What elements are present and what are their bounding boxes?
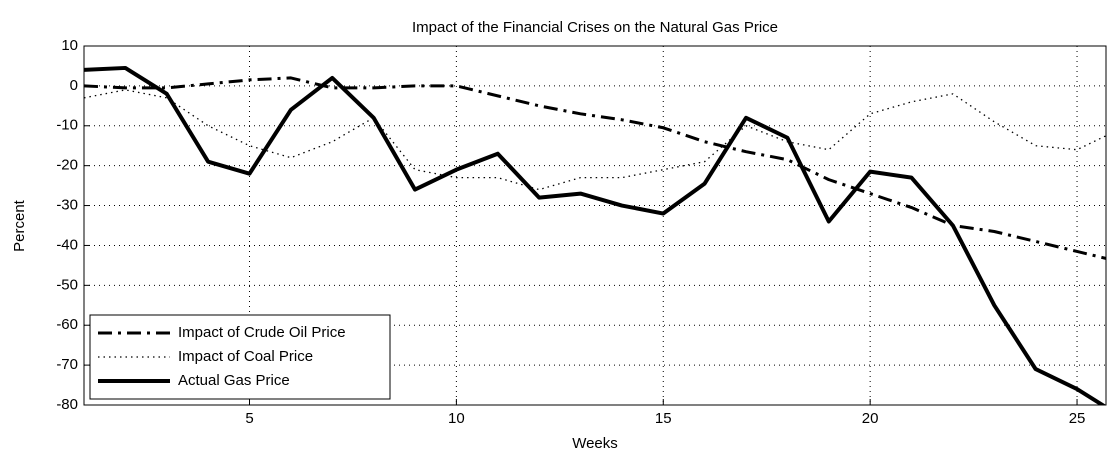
y-tick-label: -20 (56, 157, 78, 174)
y-axis-label: Percent (11, 199, 28, 252)
x-tick-label: 5 (245, 410, 253, 427)
y-tick-label: -40 (56, 236, 78, 253)
chart-title: Impact of the Financial Crises on the Na… (412, 19, 778, 36)
series-line (84, 65, 1106, 405)
x-tick-label: 20 (862, 410, 879, 427)
y-tick-label: -80 (56, 396, 78, 413)
y-tick-label: 0 (70, 77, 78, 94)
plot-frame (83, 45, 1107, 406)
y-tick-label: -30 (56, 197, 78, 214)
legend-label: Actual Gas Price (178, 372, 290, 389)
y-tick-label: -10 (56, 117, 78, 134)
y-tick-label: 10 (61, 37, 78, 54)
y-tick-label: -50 (56, 276, 78, 293)
x-tick-label: 10 (448, 410, 465, 427)
legend-label: Impact of Crude Oil Price (178, 324, 346, 341)
x-tick-label: 25 (1069, 410, 1086, 427)
series-line (84, 89, 1106, 191)
x-tick-label: 15 (655, 410, 672, 427)
legend-box (89, 314, 391, 400)
legend-label: Impact of Coal Price (178, 348, 313, 365)
y-tick-label: -70 (56, 356, 78, 373)
y-tick-label: -60 (56, 316, 78, 333)
series-line (84, 76, 1106, 260)
x-axis-label: Weeks (572, 435, 618, 452)
